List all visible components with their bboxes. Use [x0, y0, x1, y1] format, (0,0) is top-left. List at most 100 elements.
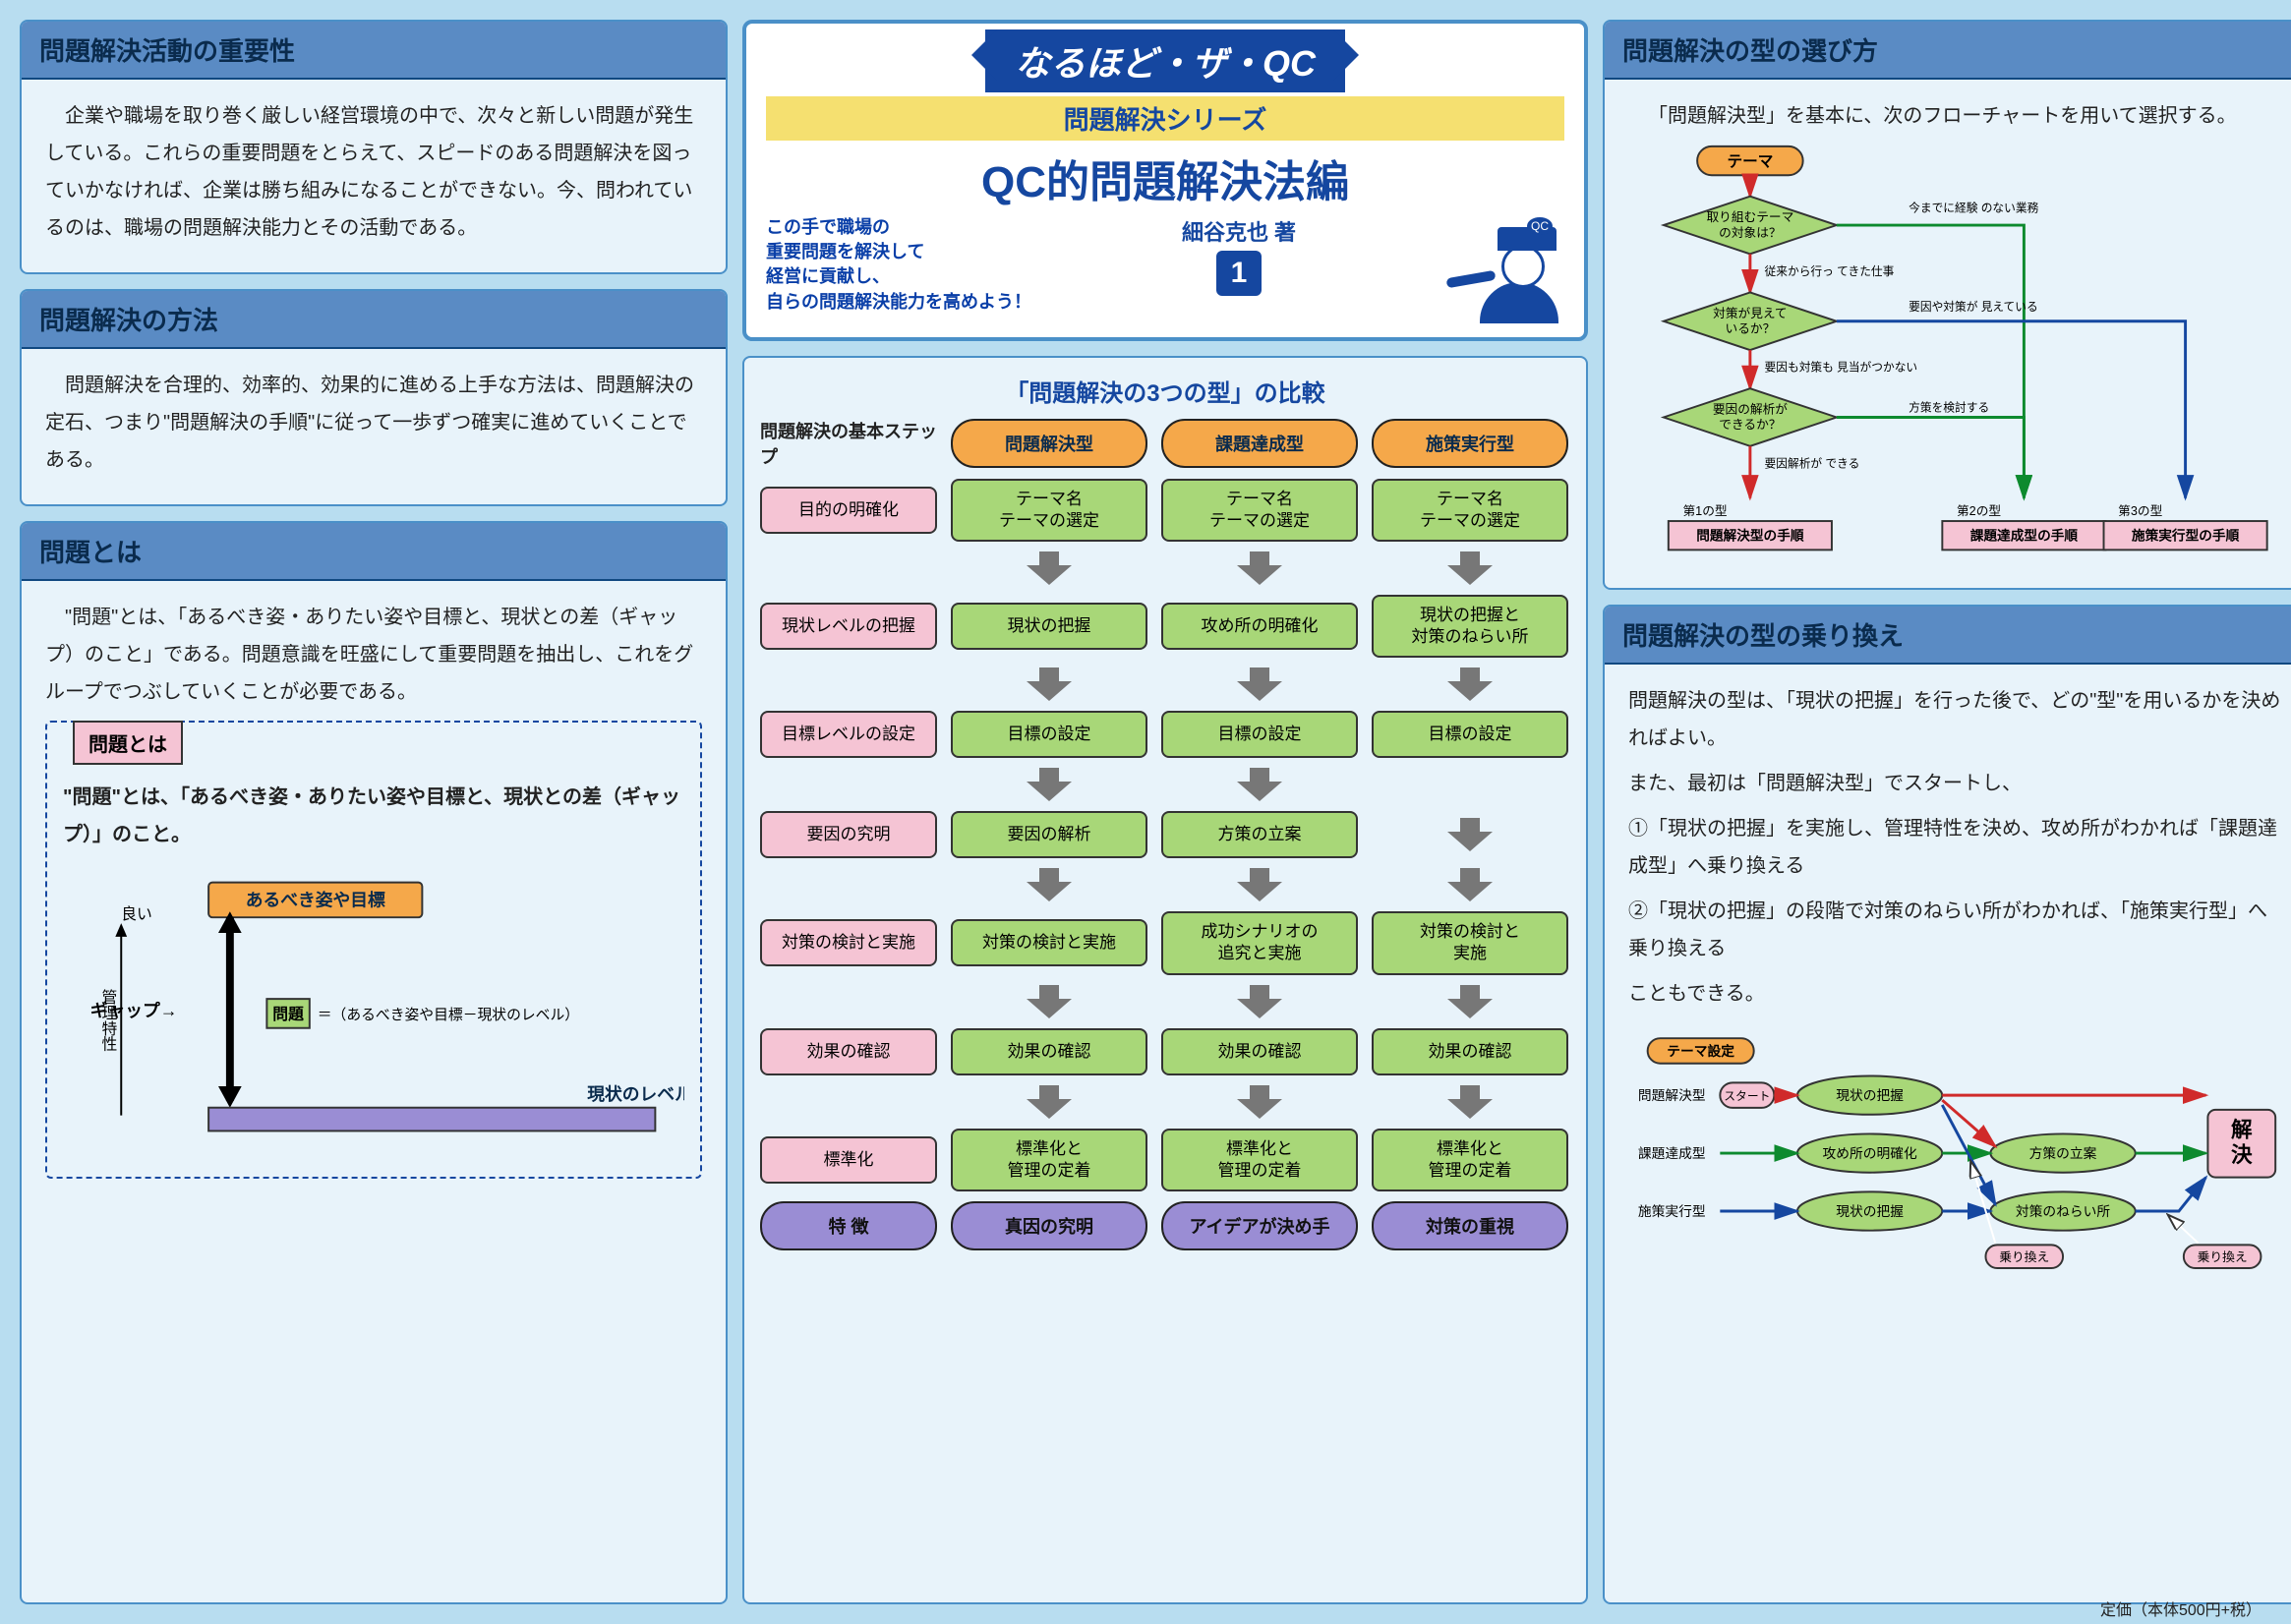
cell-type2: テーマ名テーマの選定	[1161, 479, 1358, 542]
arrow-down-icon	[1372, 551, 1568, 585]
type-header: 問題解決型	[951, 419, 1147, 468]
panel-what-problem: 問題とは "問題"とは、「あるべき姿・ありたい姿や目標と、現状との差（ギャップ）…	[20, 521, 728, 1604]
footer-label: 特 徴	[760, 1201, 937, 1250]
professor-icon	[1446, 215, 1564, 323]
panel-body: ①「現状の把握」を実施し、管理特性を決め、攻め所がわかれば「課題達成型」へ乗り換…	[1628, 810, 2285, 885]
svg-text:対策が見えて: 対策が見えて	[1713, 306, 1788, 320]
svg-text:良い: 良い	[121, 905, 152, 923]
volume-badge: 1	[1216, 251, 1262, 296]
panel-body: ②「現状の把握」の段階で対策のねらい所がわかれば、「施策実行型」へ乗り換える	[1628, 893, 2285, 967]
footer-cell: アイデアが決め手	[1161, 1201, 1358, 1250]
cell-type3: 対策の検討と実施	[1372, 911, 1568, 974]
cell-type3: 目標の設定	[1372, 711, 1568, 758]
svg-text:従来から行っ てきた仕事: 従来から行っ てきた仕事	[1765, 265, 1895, 278]
svg-text:施策実行型の手順: 施策実行型の手順	[2132, 528, 2240, 544]
svg-text:施策実行型: 施策実行型	[1638, 1203, 1706, 1219]
title-block: なるほど・ザ・QC 問題解決シリーズ QC的問題解決法編 この手で職場の 重要問…	[742, 20, 1588, 341]
cell-type3: 現状の把握と対策のねらい所	[1372, 595, 1568, 658]
gap-diagram-panel: 問題とは "問題"とは、「あるべき姿・ありたい姿や目標と、現状との差（ギャップ）…	[45, 721, 702, 1179]
right-column: 問題解決の型の選び方 「問題解決型」を基本に、次のフローチャートを用いて選択する…	[1603, 20, 2291, 1604]
svg-text:方策の立案: 方策の立案	[2029, 1145, 2097, 1161]
left-column: 問題解決活動の重要性 企業や職場を取り巻く厳しい経営環境の中で、次々と新しい問題…	[20, 20, 728, 1604]
step-label: 要因の究明	[760, 811, 937, 858]
cell-type2: 効果の確認	[1161, 1028, 1358, 1075]
arrow-down-icon	[1372, 868, 1568, 901]
svg-text:方策を検討する: 方策を検討する	[1909, 401, 1989, 415]
svg-text:課題達成型の手順: 課題達成型の手順	[1970, 528, 2079, 544]
arrow-down-icon	[1161, 768, 1358, 801]
arrow-down-icon	[1372, 667, 1568, 701]
svg-text:現状の把握: 現状の把握	[1836, 1204, 1904, 1219]
center-column: なるほど・ザ・QC 問題解決シリーズ QC的問題解決法編 この手で職場の 重要問…	[742, 20, 1588, 1604]
cell-type1: 標準化と管理の定着	[951, 1129, 1147, 1191]
svg-text:問題: 問題	[272, 1006, 304, 1023]
comparison-panel: 「問題解決の3つの型」の比較 問題解決の基本ステップ問題解決型課題達成型施策実行…	[742, 356, 1588, 1604]
footer-cell: 真因の究明	[951, 1201, 1147, 1250]
svg-text:現状の把握: 現状の把握	[1836, 1088, 1904, 1103]
ribbon: なるほど・ザ・QC	[985, 29, 1345, 92]
panel-header: 問題解決の型の選び方	[1605, 22, 2291, 80]
arrow-down-icon	[1372, 1085, 1568, 1119]
svg-text:できるか？: できるか？	[1719, 418, 1781, 432]
panel-method: 問題解決の方法 問題解決を合理的、効率的、効果的に進める上手な方法は、問題解決の…	[20, 289, 728, 506]
gap-title: 問題とは	[73, 721, 183, 765]
arrow-down-icon	[951, 1085, 1147, 1119]
arrow-down-icon	[1161, 1085, 1358, 1119]
step-label: 目的の明確化	[760, 487, 937, 534]
step-label: 効果の確認	[760, 1028, 937, 1075]
svg-text:対策のねらい所: 対策のねらい所	[2016, 1203, 2111, 1219]
panel-header: 問題解決の方法	[22, 291, 726, 349]
svg-text:解: 解	[2231, 1117, 2253, 1141]
svg-text:今までに経験 のない業務: 今までに経験 のない業務	[1909, 201, 2038, 214]
type-header: 課題達成型	[1161, 419, 1358, 468]
cell-type2: 標準化と管理の定着	[1161, 1129, 1358, 1191]
arrow-down-icon	[951, 768, 1147, 801]
cell-type1: 現状の把握	[951, 603, 1147, 650]
panel-body: 問題解決を合理的、効率的、効果的に進める上手な方法は、問題解決の定石、つまり"問…	[45, 367, 702, 479]
svg-text:乗り換え: 乗り換え	[2198, 1249, 2248, 1264]
arrow-down-icon	[951, 667, 1147, 701]
swap-svg: テーマ設定 問題解決型 課題達成型 施策実行型 スタート 現状の把握 攻め所の明…	[1628, 1020, 2285, 1296]
svg-text:管理特性: 管理特性	[99, 989, 117, 1051]
cell-type1: テーマ名テーマの選定	[951, 479, 1147, 542]
panel-body: こともできる。	[1628, 975, 2285, 1013]
svg-text:テーマ設定: テーマ設定	[1667, 1043, 1734, 1059]
arrow-down-icon	[1372, 818, 1568, 851]
svg-text:スタート: スタート	[1724, 1090, 1770, 1103]
svg-text:問題解決型: 問題解決型	[1638, 1088, 1706, 1103]
panel-body: 「問題解決型」を基本に、次のフローチャートを用いて選択する。	[1628, 97, 2285, 135]
svg-text:テーマ: テーマ	[1727, 153, 1773, 170]
svg-text:の対象は？: の対象は？	[1719, 226, 1781, 240]
svg-text:取り組むテーマ: 取り組むテーマ	[1706, 210, 1793, 224]
svg-text:要因も対策も 見当がつかない: 要因も対策も 見当がつかない	[1765, 361, 1918, 375]
steps-label: 問題解決の基本ステップ	[760, 418, 937, 469]
svg-text:あるべき姿や目標: あるべき姿や目標	[246, 889, 385, 909]
gap-svg: あるべき姿や目標 ギャップ→ 問題 ＝（あるべき姿や目標－現状のレベル） 現状の…	[63, 861, 684, 1156]
price-label: 定価（本体500円+税）	[2100, 1596, 2262, 1620]
panel-header: 問題解決活動の重要性	[22, 22, 726, 80]
step-label: 現状レベルの把握	[760, 603, 937, 650]
svg-text:要因や対策が 見えている: 要因や対策が 見えている	[1909, 300, 2038, 314]
arrow-down-icon	[951, 868, 1147, 901]
main-title: QC的問題解決法編	[766, 146, 1564, 209]
comparison-grid: 問題解決の基本ステップ問題解決型課題達成型施策実行型目的の明確化テーマ名テーマの…	[760, 418, 1570, 1250]
svg-text:第3の型: 第3の型	[2118, 504, 2162, 518]
type-header: 施策実行型	[1372, 419, 1568, 468]
svg-text:問題解決型の手順: 問題解決型の手順	[1696, 528, 1804, 544]
gap-desc: "問題"とは、「あるべき姿・ありたい姿や目標と、現状との差（ギャップ）」のこと。	[63, 779, 684, 853]
panel-body: また、最初は「問題解決型」でスタートし、	[1628, 765, 2285, 802]
arrow-down-icon	[951, 985, 1147, 1018]
cell-type3: テーマ名テーマの選定	[1372, 479, 1568, 542]
panel-choose-type: 問題解決の型の選び方 「問題解決型」を基本に、次のフローチャートを用いて選択する…	[1603, 20, 2291, 590]
arrow-down-icon	[1372, 985, 1568, 1018]
cell-type1: 要因の解析	[951, 811, 1147, 858]
svg-text:第1の型: 第1の型	[1682, 504, 1727, 518]
panel-header: 問題とは	[22, 523, 726, 581]
svg-text:第2の型: 第2の型	[1957, 504, 2001, 518]
comparison-title: 「問題解決の3つの型」の比較	[760, 374, 1570, 408]
svg-text:現状のレベル: 現状のレベル	[587, 1083, 684, 1104]
cell-type2: 攻め所の明確化	[1161, 603, 1358, 650]
svg-text:決: 決	[2231, 1142, 2253, 1167]
panel-body: "問題"とは、「あるべき姿・ありたい姿や目標と、現状との差（ギャップ）のこと」で…	[45, 599, 702, 711]
cell-type1: 対策の検討と実施	[951, 919, 1147, 966]
